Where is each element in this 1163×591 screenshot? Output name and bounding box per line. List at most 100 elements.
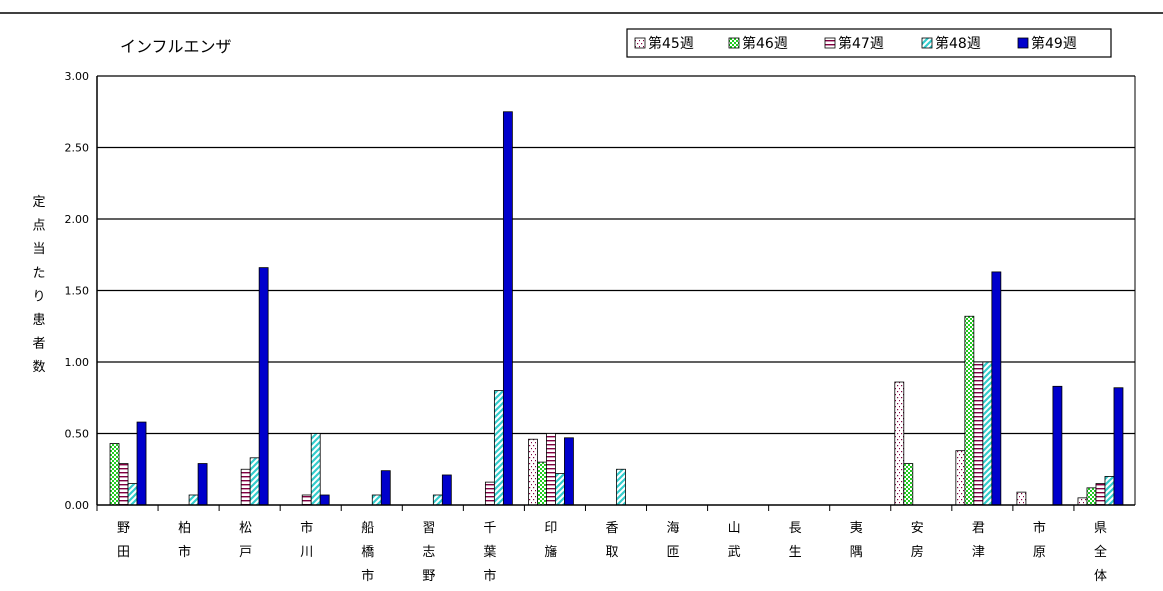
bar [371, 494, 382, 506]
bar [1052, 385, 1063, 506]
axes [96, 76, 1136, 511]
bar [528, 438, 538, 506]
x-category-label: 君 [972, 521, 985, 536]
x-category-label: 葉 [483, 545, 496, 560]
bar [564, 437, 574, 506]
bar [127, 483, 138, 506]
gridlines [97, 75, 1135, 435]
x-category-label: 長 [789, 521, 802, 536]
bar [310, 433, 321, 506]
bar [991, 271, 1002, 506]
bar [982, 361, 993, 506]
x-category-label: 市 [1033, 520, 1046, 536]
x-category-label: 松 [239, 521, 252, 536]
bar [894, 381, 905, 506]
x-category-label: 戸 [239, 545, 252, 560]
bar [136, 421, 147, 506]
bar [546, 433, 556, 506]
bar [502, 111, 513, 506]
x-category-label: 体 [1094, 569, 1107, 584]
x-category-label: 県 [1094, 521, 1107, 536]
legend-swatch [634, 37, 646, 49]
bar [1104, 475, 1115, 506]
bar [1016, 491, 1027, 506]
bar [1113, 387, 1124, 506]
y-tick-label: 0.00 [65, 499, 90, 512]
x-category-label: 市 [361, 568, 374, 584]
x-category-label: 津 [972, 545, 985, 560]
x-category-label: 船 [361, 521, 374, 536]
legend: 第45週 第46週 第47週 第48週 第49週 [626, 28, 1112, 58]
x-category-label: 生 [789, 545, 802, 560]
bar [249, 457, 260, 506]
bar [973, 361, 984, 506]
x-category-label: 千 [483, 521, 496, 536]
legend-swatch [728, 37, 740, 49]
y-tick-label: 0.50 [65, 428, 90, 441]
bar [197, 463, 208, 506]
x-category-label: 市 [178, 544, 191, 560]
chart-title: インフルエンザ [120, 37, 232, 56]
legend-swatch [1017, 37, 1029, 49]
x-category-label: 香 [605, 521, 618, 536]
x-category-label: 印 [544, 521, 557, 536]
legend-label: 第47週 [838, 35, 884, 52]
bar [380, 470, 391, 506]
x-category-label: 野 [117, 521, 130, 536]
bar [555, 473, 565, 506]
bar [319, 494, 330, 506]
x-category-label: 田 [117, 545, 130, 560]
x-category-label: 志 [422, 545, 435, 560]
legend-label: 第46週 [742, 35, 788, 52]
y-tick-label: 1.50 [65, 285, 90, 298]
x-category-label: 橋 [361, 545, 374, 560]
x-category-label: 習 [422, 521, 435, 536]
x-category-label: 武 [728, 545, 741, 560]
y-tick-label: 1.00 [65, 356, 90, 369]
x-category-label: 山 [728, 521, 741, 536]
bar [301, 494, 312, 506]
legend-label: 第45週 [648, 35, 694, 52]
bar [118, 463, 129, 506]
bar [537, 461, 547, 506]
bar [493, 390, 504, 506]
x-category-label: 房 [911, 544, 924, 560]
x-category-label: 取 [605, 545, 618, 560]
x-category-label: 夷 [850, 520, 863, 536]
bar [441, 474, 452, 506]
bar [1086, 487, 1097, 506]
bar [258, 267, 269, 506]
legend-box [626, 28, 1112, 58]
x-category-label: 市 [300, 520, 313, 536]
bar [955, 450, 966, 506]
bar [432, 494, 443, 506]
x-category-label: 川 [300, 545, 313, 560]
y-axis-label: 定点当たり患者数 [32, 195, 45, 375]
legend-label: 第49週 [1031, 35, 1077, 52]
bar [903, 463, 914, 506]
x-category-label: 匝 [667, 545, 680, 560]
y-axis-ticks: 0.00 0.50 1.00 1.50 2.00 2.50 3.00 [65, 70, 90, 512]
y-axis-title: 定点当たり患者数 [32, 195, 45, 375]
bar [188, 494, 199, 506]
bars [109, 111, 1124, 506]
bar [616, 468, 626, 506]
legend-label: 第48週 [935, 35, 981, 52]
x-category-label: 海 [667, 521, 680, 536]
bar [484, 481, 495, 506]
x-category-label: 野 [422, 569, 435, 584]
x-category-label: 市 [483, 568, 496, 584]
y-tick-label: 2.00 [65, 213, 90, 226]
bar [1077, 497, 1088, 506]
y-tick-label: 2.50 [65, 142, 90, 155]
x-category-label: 旛 [544, 544, 557, 560]
legend-swatch [824, 37, 836, 49]
bar [109, 443, 120, 506]
bar [964, 315, 975, 506]
x-category-label: 全 [1094, 544, 1107, 560]
x-category-label: 柏 [178, 521, 191, 536]
x-category-label: 安 [911, 521, 924, 536]
legend-swatch [921, 37, 933, 49]
